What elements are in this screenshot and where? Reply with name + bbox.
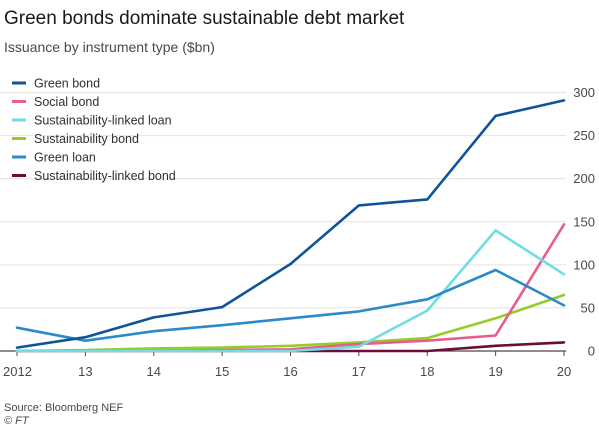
x-tick-label: 15 [215,364,229,379]
x-axis: 2012 13 14 15 16 17 18 19 20 [3,351,571,379]
legend-label: Green loan [34,151,96,165]
y-tick-label: 300 [573,85,595,100]
series-line-green-loan [15,268,566,343]
y-axis: 0 50 100 150 200 250 300 [573,85,595,358]
series-line-sustainability-linked-loan [15,229,566,353]
ft-credit: © FT [4,415,29,427]
legend-label: Sustainability-linked bond [34,169,176,183]
legend-label: Sustainability bond [34,132,139,146]
legend-item: Sustainability-linked bond [12,169,176,183]
x-tick-label: 16 [283,364,297,379]
y-tick-label: 250 [573,128,595,143]
legend-item: Green loan [12,151,96,165]
series-lines [15,99,566,353]
legend-item: Social bond [12,95,99,109]
x-tick-label: 13 [78,364,92,379]
series-line-green-bond [15,99,566,349]
x-tick-label: 2012 [3,364,32,379]
series-line-sustainability-bond [15,293,566,353]
x-tick-label: 14 [147,364,161,379]
chart-subtitle: Issuance by instrument type ($bn) [4,39,215,55]
chart-title: Green bonds dominate sustainable debt ma… [4,8,405,29]
legend: Green bond Social bond Sustainability-link… [12,77,176,183]
x-tick-label: 19 [488,364,502,379]
legend-item: Green bond [12,77,100,91]
legend-label: Sustainability-linked loan [34,114,172,128]
y-tick-label: 150 [573,214,595,229]
x-tick-label: 17 [352,364,366,379]
x-tick-label: 20 [557,364,571,379]
gridlines [0,92,566,352]
source-note: Source: Bloomberg NEF [4,402,124,414]
x-tick-label: 18 [420,364,434,379]
legend-label: Green bond [34,77,100,91]
legend-label: Social bond [34,95,99,109]
y-tick-label: 0 [588,344,595,359]
legend-item: Sustainability bond [12,132,139,146]
y-tick-label: 50 [581,300,595,315]
y-tick-label: 100 [573,257,595,272]
y-tick-label: 200 [573,171,595,186]
legend-item: Sustainability-linked loan [12,114,172,128]
